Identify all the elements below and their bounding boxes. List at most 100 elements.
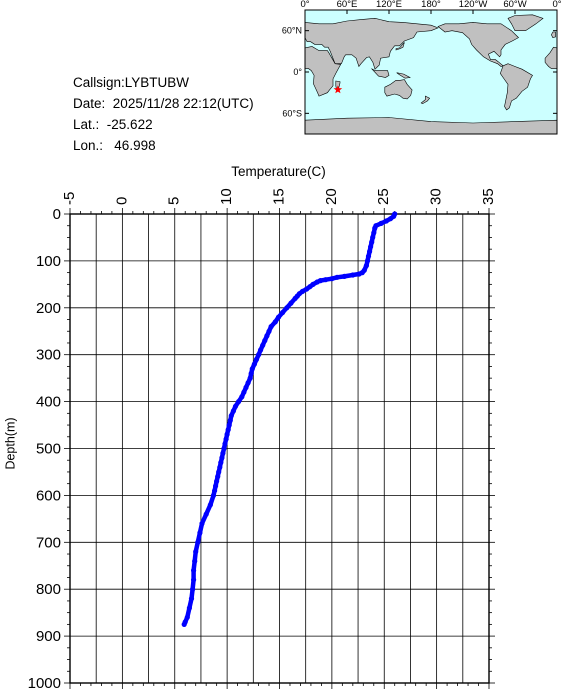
island-greenland — [507, 14, 544, 32]
data-point — [272, 319, 278, 325]
island-new-guinea — [396, 72, 411, 79]
data-point — [245, 380, 251, 386]
data-point — [258, 347, 264, 353]
data-point — [248, 370, 254, 377]
data-point — [341, 273, 347, 279]
data-point — [215, 474, 221, 480]
data-point — [199, 520, 205, 527]
lat-label: Lat.: — [73, 117, 100, 132]
data-point — [334, 274, 340, 280]
y-tick-label: 600 — [36, 487, 61, 504]
data-point — [191, 567, 197, 574]
data-point — [367, 248, 373, 255]
lon-value: 46.998 — [114, 138, 156, 153]
map-lon-label: 60°E — [337, 0, 358, 10]
lon-line: Lon.: 46.998 — [73, 135, 254, 156]
data-point — [224, 431, 230, 437]
data-point — [216, 469, 222, 475]
data-point — [256, 352, 262, 358]
data-point — [210, 492, 217, 498]
data-point — [214, 478, 220, 484]
data-point — [192, 558, 198, 564]
y-tick-label: 200 — [36, 300, 61, 317]
data-point — [260, 342, 266, 348]
data-point — [329, 276, 335, 282]
data-point — [221, 445, 227, 452]
data-point — [218, 460, 224, 466]
data-point — [227, 417, 233, 423]
data-point — [275, 314, 282, 320]
station-info: Callsign:LYBTUBW Date: 2025/11/28 22:12(… — [73, 72, 254, 156]
data-point — [191, 577, 197, 583]
profile-points — [181, 211, 398, 628]
x-tick-label: 15 — [270, 188, 287, 205]
lat-line: Lat.: -25.622 — [73, 114, 254, 135]
data-point — [368, 244, 374, 250]
data-point — [365, 253, 372, 259]
data-point — [253, 356, 260, 362]
map-lon-label: 120°W — [459, 0, 488, 10]
map-lat-label: 60°S — [282, 108, 302, 118]
map-land — [304, 14, 558, 135]
data-point — [364, 258, 371, 264]
x-tick-label: -5 — [61, 192, 78, 205]
data-point — [251, 361, 257, 367]
data-point — [228, 413, 234, 419]
data-point — [247, 375, 253, 381]
date-label: Date: — [73, 96, 106, 111]
data-point — [217, 464, 223, 470]
callsign-label: Callsign: — [73, 75, 125, 90]
island-new-zealand — [420, 95, 431, 105]
date-line: Date: 2025/11/28 22:12(UTC) — [73, 93, 254, 114]
data-point — [387, 216, 394, 222]
data-point — [371, 230, 377, 236]
map-lon-label: 0° — [300, 0, 309, 10]
x-axis-label: Temperature(C) — [231, 164, 326, 179]
data-point — [188, 596, 195, 602]
continent-west-africa — [544, 46, 558, 69]
x-tick-label: 0 — [113, 197, 130, 205]
callsign-line: Callsign:LYBTUBW — [73, 72, 254, 93]
continent-north-america — [437, 22, 519, 67]
data-point — [222, 441, 228, 447]
data-point — [220, 450, 226, 456]
data-point — [212, 488, 218, 494]
data-point — [288, 300, 294, 306]
data-point — [369, 239, 375, 245]
data-point — [284, 305, 290, 311]
lon-label: Lon.: — [73, 138, 104, 153]
data-point — [383, 218, 389, 224]
map-lon-label: 0° — [552, 0, 561, 10]
data-point — [314, 279, 320, 285]
island-british-isles — [551, 31, 556, 38]
y-tick-label: 900 — [36, 628, 61, 645]
data-point — [226, 422, 232, 428]
data-point — [249, 366, 255, 372]
lat-value: -25.622 — [106, 117, 153, 132]
data-point — [230, 408, 236, 414]
data-point — [323, 277, 329, 283]
data-point — [197, 530, 203, 536]
data-point — [363, 263, 369, 269]
x-tick-label: 5 — [166, 197, 183, 205]
data-point — [239, 394, 245, 400]
data-point — [266, 328, 272, 334]
y-tick-label: 800 — [36, 581, 61, 598]
data-point — [225, 427, 231, 433]
data-point — [203, 511, 209, 517]
y-tick-label: 400 — [36, 394, 61, 411]
data-point — [372, 225, 378, 231]
x-tick-label: 30 — [428, 188, 445, 205]
data-point — [304, 286, 310, 292]
y-axis-label: Depth(m) — [3, 417, 17, 469]
x-tick-label: 10 — [218, 188, 235, 205]
data-point — [195, 539, 201, 545]
y-tick-label: 300 — [36, 347, 61, 364]
data-point — [213, 483, 219, 489]
island-japan — [395, 42, 405, 51]
data-point — [356, 271, 362, 277]
data-point — [193, 549, 199, 555]
y-tick-label: 500 — [36, 441, 61, 458]
data-point — [190, 586, 196, 592]
